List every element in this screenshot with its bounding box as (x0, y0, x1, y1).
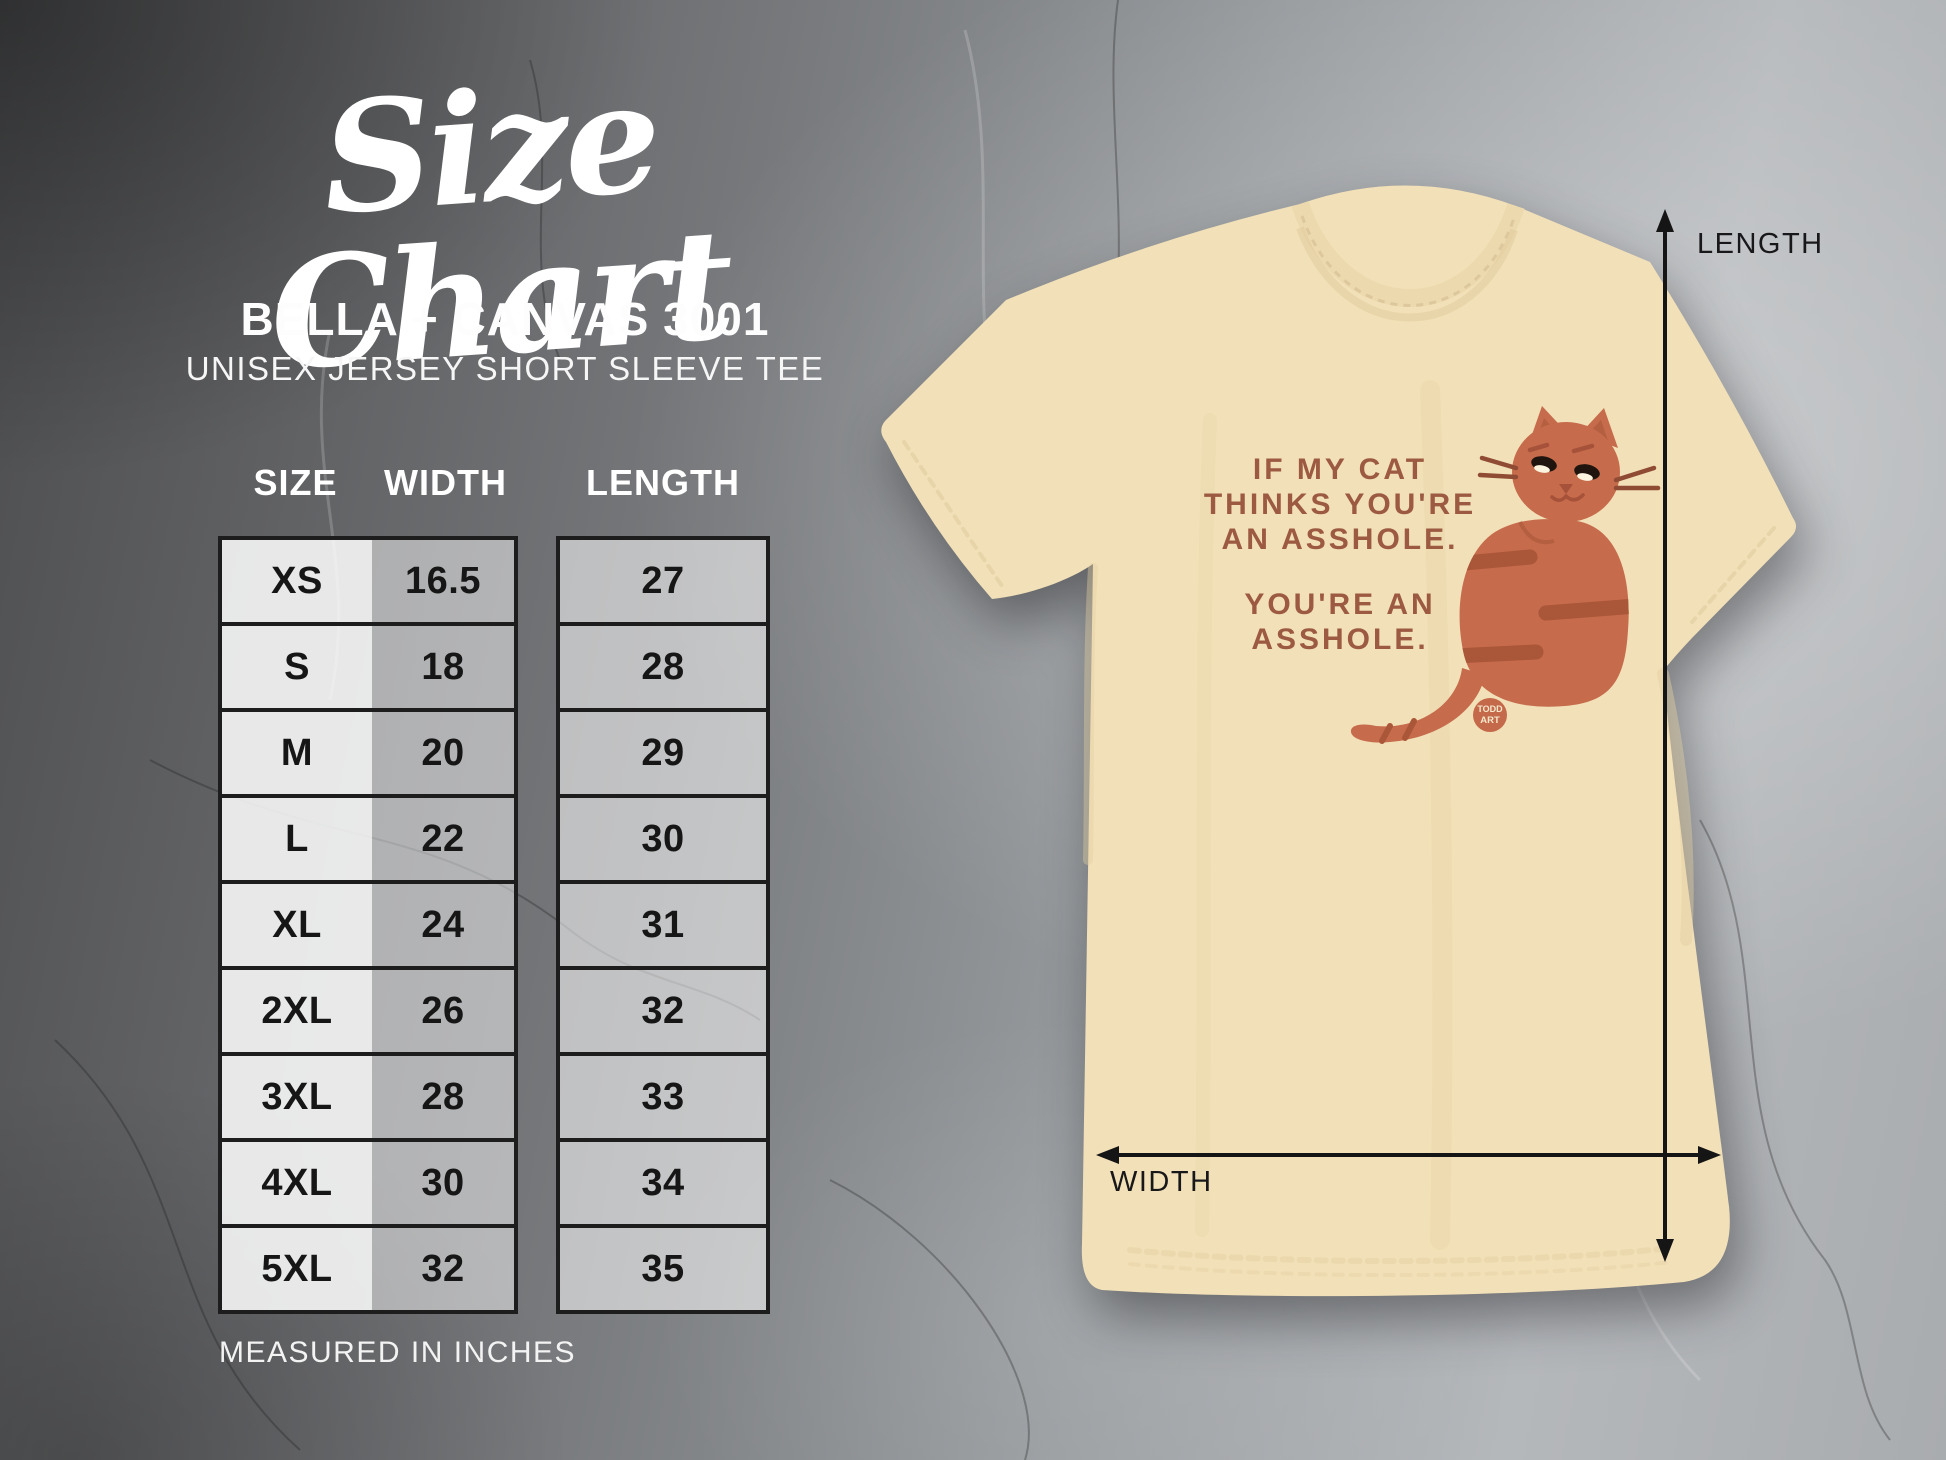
table-row: 32 (560, 970, 766, 1056)
tshirt-body (881, 185, 1797, 1297)
column-header-size: SIZE (253, 462, 338, 503)
column-header-length: LENGTH (586, 462, 740, 503)
cat-whiskers (1477, 455, 1661, 491)
table-row: XL 24 (222, 884, 514, 970)
table-row: 2XL 26 (222, 970, 514, 1056)
brand-name: BELLA + CANVAS 3001 (240, 293, 770, 345)
product-name: UNISEX JERSEY SHORT SLEEVE TEE (185, 350, 825, 387)
length-cell: 34 (560, 1142, 766, 1224)
cat-chest-line (1518, 521, 1555, 545)
table-row: S 18 (222, 626, 514, 712)
size-cell: 5XL (222, 1228, 372, 1310)
table-row: 27 (560, 540, 766, 626)
length-cell: 28 (560, 626, 766, 708)
length-cell: 32 (560, 970, 766, 1052)
print-line: ASSHOLE. (1251, 623, 1429, 656)
badge-text-top: TODD (1477, 704, 1503, 714)
width-cell: 18 (372, 626, 514, 708)
table-row: 35 (560, 1228, 766, 1310)
size-cell: L (222, 798, 372, 880)
table-row: 30 (560, 798, 766, 884)
print-quote-bottom: YOU'RE AN ASSHOLE. (1150, 587, 1530, 657)
cat-nose (1559, 484, 1573, 494)
width-cell: 30 (372, 1142, 514, 1224)
size-cell: S (222, 626, 372, 708)
width-cell: 24 (372, 884, 514, 966)
size-cell: 3XL (222, 1056, 372, 1138)
width-cell: 22 (372, 798, 514, 880)
size-cell: XL (222, 884, 372, 966)
cat-mouth (1550, 493, 1585, 502)
cat-eyes (1531, 456, 1600, 481)
table-row: XS 16.5 (222, 540, 514, 626)
width-cell: 16.5 (372, 540, 514, 622)
fabric-folds (902, 380, 1776, 1278)
tshirt-mockup: TODD ART (881, 185, 1797, 1297)
column-header-gap (518, 462, 556, 504)
table-row: 4XL 30 (222, 1142, 514, 1228)
size-cell: XS (222, 540, 372, 622)
table-row: 3XL 28 (222, 1056, 514, 1142)
width-cell: 28 (372, 1056, 514, 1138)
cat-eyebrows (1527, 442, 1595, 454)
width-cell: 32 (372, 1228, 514, 1310)
table-row: M 20 (222, 712, 514, 798)
length-cell: 35 (560, 1228, 766, 1310)
print-line: IF MY CAT (1252, 453, 1428, 486)
length-cell: 31 (560, 884, 766, 966)
width-cell: 26 (372, 970, 514, 1052)
size-cell: 2XL (222, 970, 372, 1052)
width-dimension-label: WIDTH (1110, 1166, 1213, 1198)
cat-tail (1350, 668, 1485, 743)
table-size-width-box: XS 16.5 S 18 M 20 L 22 XL 24 2XL 26 3XL 28 4XL 30 5XL 32 (218, 536, 518, 1314)
table-length-box: 27 28 29 30 31 32 33 34 35 (556, 536, 770, 1314)
table-row: 28 (560, 626, 766, 712)
collar (1291, 201, 1525, 322)
table-row: 5XL 32 (222, 1228, 514, 1310)
table-row: 33 (560, 1056, 766, 1142)
length-dimension-label: LENGTH (1697, 228, 1824, 260)
cat-illustration: TODD ART (1350, 406, 1661, 744)
length-cell: 30 (560, 798, 766, 880)
table-row: 29 (560, 712, 766, 798)
size-cell: M (222, 712, 372, 794)
length-cell: 27 (560, 540, 766, 622)
width-cell: 20 (372, 712, 514, 794)
size-cell: 4XL (222, 1142, 372, 1224)
todd-art-badge: TODD ART (1473, 698, 1507, 732)
length-cell: 29 (560, 712, 766, 794)
length-cell: 33 (560, 1056, 766, 1138)
tail-stripes (1379, 718, 1417, 744)
table-row: 34 (560, 1142, 766, 1228)
badge-text-bottom: ART (1480, 715, 1500, 726)
print-quote-top: IF MY CAT THINKS YOU'RE AN ASSHOLE. (1150, 452, 1530, 557)
units-note: MEASURED IN INCHES (219, 1336, 577, 1369)
table-row: 31 (560, 884, 766, 970)
table-header-row: SIZE WIDTH LENGTH (218, 462, 770, 504)
print-line: AN ASSHOLE. (1221, 523, 1459, 556)
print-line: THINKS YOU'RE (1203, 488, 1477, 521)
table-row: L 22 (222, 798, 514, 884)
column-header-width: WIDTH (384, 462, 507, 503)
print-line: YOU'RE AN (1244, 588, 1436, 621)
